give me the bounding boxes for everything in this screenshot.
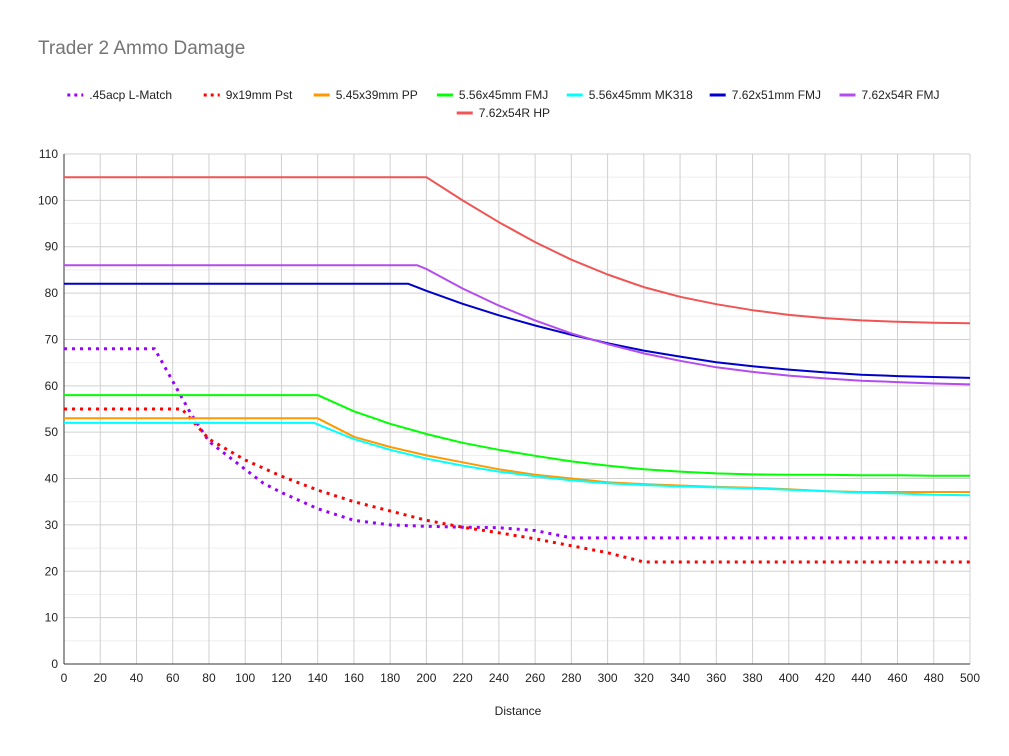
x-tick-label: 480: [924, 671, 944, 685]
legend-label: 7.62x51mm FMJ: [732, 88, 821, 102]
series-line-8: [64, 176, 971, 325]
x-tick-label: 500: [960, 671, 980, 685]
legend: .45acp L-Match 9x19mm Pst 5.45x39mm PP 5.56…: [67, 88, 940, 120]
x-tick-label: 360: [706, 671, 726, 685]
y-tick-label: 70: [45, 332, 59, 346]
x-tick-label: 280: [561, 671, 581, 685]
x-axis-title: Distance: [495, 704, 542, 718]
x-tick-label: 80: [202, 671, 216, 685]
legend-item-6: 7.62x51mm FMJ: [709, 88, 821, 102]
x-tick-label: 120: [271, 671, 291, 685]
series-line-1: [64, 347, 970, 540]
x-tick-label: 220: [453, 671, 473, 685]
legend-label: 5.45x39mm PP: [336, 88, 418, 102]
x-tick-label: 400: [779, 671, 799, 685]
legend-item-5: 5.56x45mm MK318: [566, 88, 693, 102]
y-tick-label: 10: [45, 611, 59, 625]
legend-item-2: 9x19mm Pst: [203, 88, 293, 102]
x-tick-label: 440: [851, 671, 871, 685]
x-tick-label: 40: [130, 671, 144, 685]
x-tick-label: 460: [888, 671, 908, 685]
legend-label: 5.56x45mm FMJ: [459, 88, 548, 102]
series-lines: [64, 176, 971, 564]
x-tick-label: 160: [344, 671, 364, 685]
x-tick-label: 240: [489, 671, 509, 685]
grid-lines: [63, 153, 971, 665]
x-tick-label: 260: [525, 671, 545, 685]
y-tick-label: 90: [45, 240, 59, 254]
legend-label: .45acp L-Match: [89, 88, 172, 102]
x-tick-label: 320: [634, 671, 654, 685]
x-tick-label: 340: [670, 671, 690, 685]
x-tick-label: 20: [94, 671, 108, 685]
x-tick-label: 60: [166, 671, 180, 685]
legend-item-1: .45acp L-Match: [67, 88, 172, 102]
x-tick-label: 300: [598, 671, 618, 685]
legend-label: 5.56x45mm MK318: [589, 88, 693, 102]
y-tick-label: 50: [45, 425, 59, 439]
y-tick-label: 30: [45, 518, 59, 532]
x-tick-label: 0: [61, 671, 68, 685]
series-line-7: [64, 264, 971, 386]
chart-title: Trader 2 Ammo Damage: [38, 38, 246, 59]
series-line-2: [64, 407, 970, 564]
legend-item-4: 5.56x45mm FMJ: [436, 88, 548, 102]
y-tick-label: 40: [45, 472, 59, 486]
y-tick-label: 100: [38, 193, 58, 207]
x-tick-label: 140: [308, 671, 328, 685]
x-tick-label: 380: [743, 671, 763, 685]
x-tick-label: 200: [416, 671, 436, 685]
legend-label: 7.62x54R FMJ: [862, 88, 940, 102]
legend-item-7: 7.62x54R FMJ: [839, 88, 940, 102]
tick-labels: 0 10 20 30 40 50 60 70 80 90 100 110 0 20 40 60 80 100 120…: [38, 147, 980, 685]
y-tick-label: 20: [45, 564, 59, 578]
series-line-4: [64, 394, 970, 477]
y-tick-label: 110: [39, 147, 58, 161]
x-tick-label: 100: [235, 671, 255, 685]
series-line-6: [64, 282, 971, 379]
x-tick-label: 180: [380, 671, 400, 685]
legend-label: 9x19mm Pst: [226, 88, 293, 102]
y-tick-label: 80: [45, 286, 59, 300]
y-tick-label: 60: [45, 379, 59, 393]
x-tick-label: 420: [815, 671, 835, 685]
legend-item-3: 5.45x39mm PP: [313, 88, 418, 102]
y-tick-label: 0: [51, 657, 58, 671]
series-line-5: [64, 421, 971, 497]
legend-item-8: 7.62x54R HP: [456, 106, 550, 120]
legend-label: 7.62x54R HP: [479, 106, 550, 120]
